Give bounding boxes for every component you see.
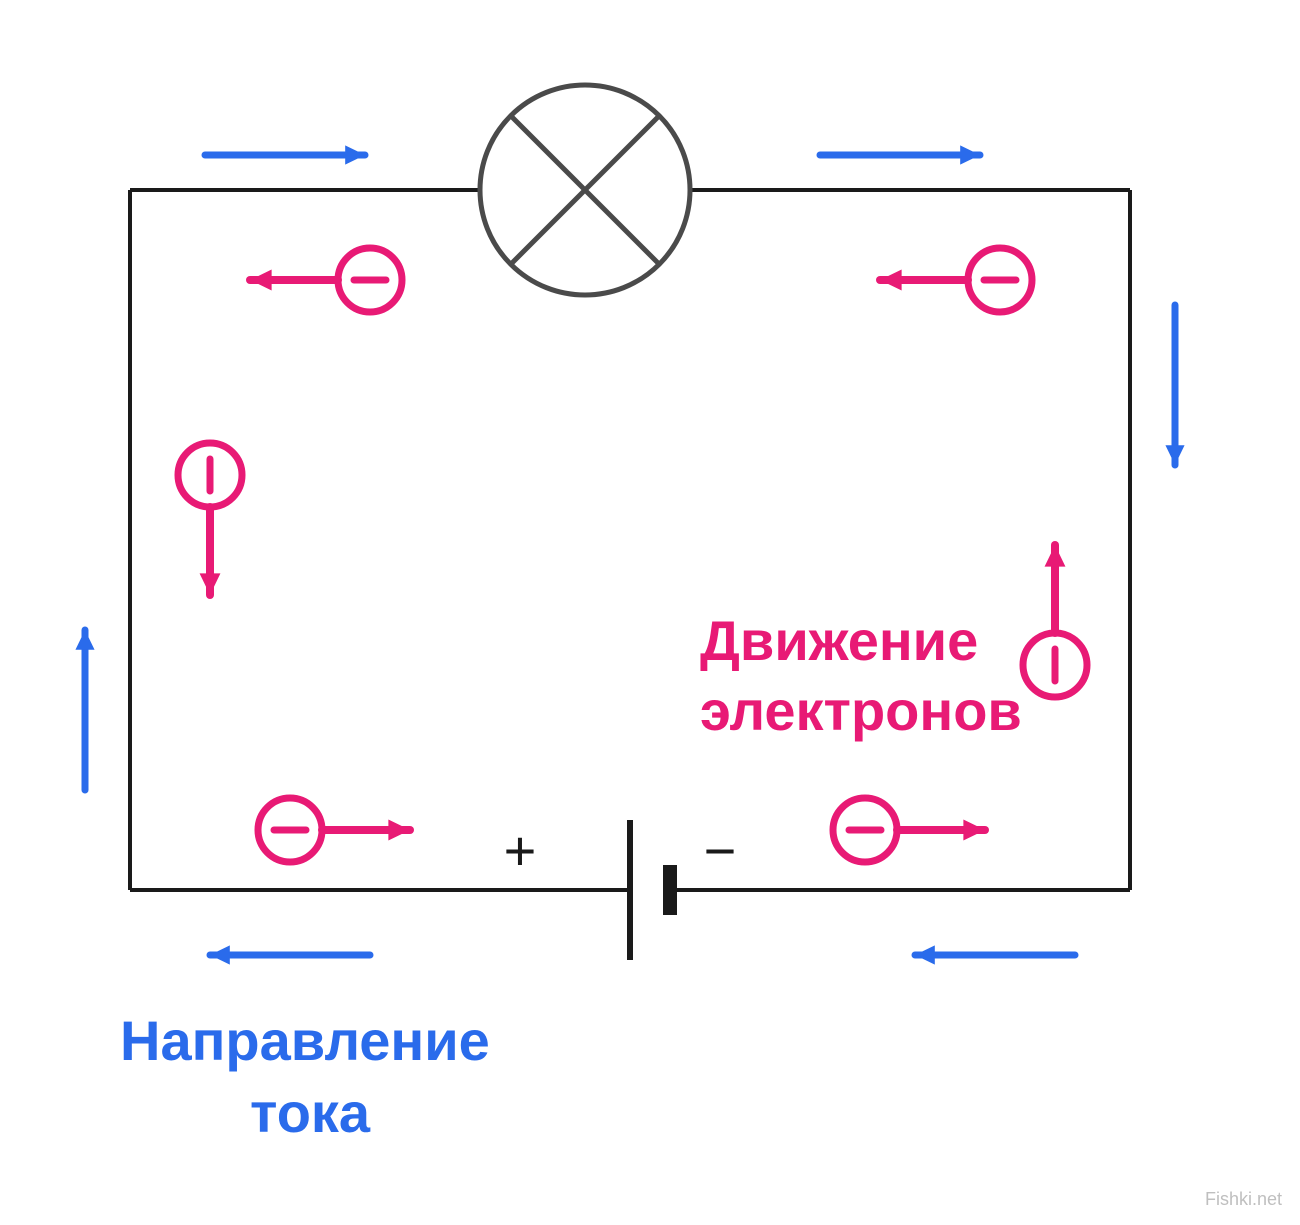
electron-label-line2: электронов: [700, 679, 1022, 742]
watermark: Fishki.net: [1205, 1189, 1282, 1209]
current-label-line2: тока: [250, 1081, 371, 1144]
battery-plus-label: +: [504, 819, 537, 882]
battery-minus-label: −: [704, 819, 737, 882]
electron-label-line1: Движение: [700, 609, 978, 672]
current-label-line1: Направление: [120, 1009, 490, 1072]
